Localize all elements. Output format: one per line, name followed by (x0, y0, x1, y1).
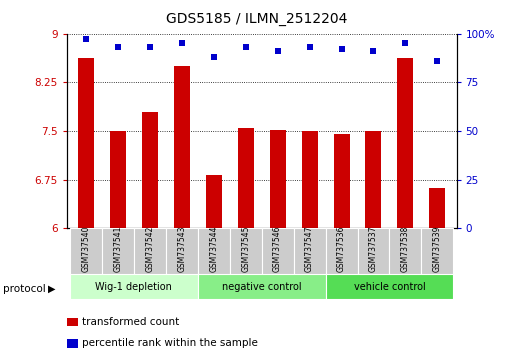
Bar (206, 175, 222, 228)
Bar (389, 228, 421, 274)
Bar (365, 131, 382, 228)
Bar (174, 66, 190, 228)
Bar (398, 58, 413, 228)
Bar (293, 228, 326, 274)
Text: GSM737542: GSM737542 (145, 226, 154, 272)
Text: negative control: negative control (222, 282, 302, 292)
Bar (78, 58, 94, 228)
Text: GSM737546: GSM737546 (273, 226, 282, 272)
Bar (333, 134, 349, 228)
Text: GDS5185 / ILMN_2512204: GDS5185 / ILMN_2512204 (166, 12, 347, 27)
Bar (262, 228, 293, 274)
Bar (238, 128, 253, 228)
Point (210, 54, 218, 60)
Text: GSM737541: GSM737541 (113, 226, 122, 272)
Text: GSM737539: GSM737539 (433, 226, 442, 272)
Point (273, 48, 282, 54)
Text: GSM737540: GSM737540 (82, 226, 90, 272)
Text: Wig-1 depletion: Wig-1 depletion (95, 282, 172, 292)
Bar (102, 228, 134, 274)
Bar (110, 131, 126, 228)
Bar (421, 228, 453, 274)
Bar (429, 188, 445, 228)
Bar (270, 130, 286, 228)
Bar (198, 274, 326, 299)
Point (146, 45, 154, 50)
Point (433, 58, 442, 64)
Point (114, 45, 122, 50)
Bar (302, 131, 318, 228)
Bar (230, 228, 262, 274)
Text: GSM737544: GSM737544 (209, 226, 218, 272)
Text: ▶: ▶ (48, 284, 55, 293)
Point (82, 37, 90, 42)
Bar (358, 228, 389, 274)
Text: GSM737545: GSM737545 (241, 226, 250, 272)
Bar (70, 228, 102, 274)
Bar (326, 274, 453, 299)
Text: transformed count: transformed count (82, 317, 180, 327)
Text: GSM737543: GSM737543 (177, 226, 186, 272)
Text: GSM737536: GSM737536 (337, 226, 346, 272)
Text: percentile rank within the sample: percentile rank within the sample (82, 338, 258, 348)
Text: protocol: protocol (3, 284, 45, 293)
Point (369, 48, 378, 54)
Bar (326, 228, 358, 274)
Point (305, 45, 313, 50)
Text: GSM737538: GSM737538 (401, 226, 410, 272)
Bar (166, 228, 198, 274)
Bar (198, 228, 230, 274)
Point (401, 41, 409, 46)
Point (242, 45, 250, 50)
Text: GSM737547: GSM737547 (305, 226, 314, 272)
Text: vehicle control: vehicle control (353, 282, 425, 292)
Bar (70, 274, 198, 299)
Point (177, 41, 186, 46)
Bar (134, 228, 166, 274)
Text: GSM737537: GSM737537 (369, 226, 378, 272)
Bar (142, 112, 158, 228)
Point (338, 46, 346, 52)
